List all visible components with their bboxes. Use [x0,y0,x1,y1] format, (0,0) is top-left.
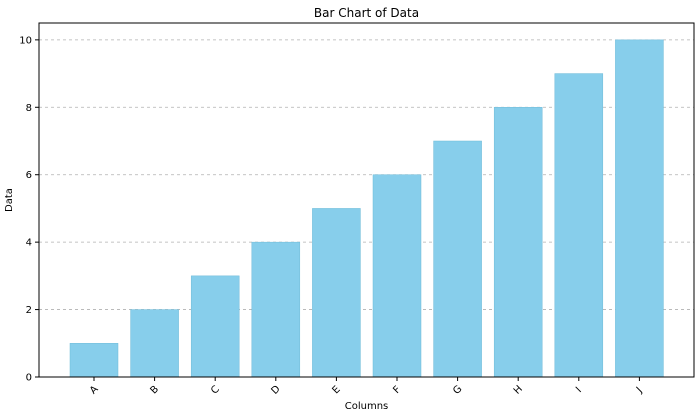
y-tick-label: 8 [26,103,32,114]
bar-c [190,275,240,378]
bars [69,39,664,378]
bar-a [69,343,119,378]
y-tick-label: 4 [26,238,32,249]
x-tick-label: A [88,384,101,397]
y-ticks: 0 2 4 6 8 10 [19,35,39,384]
x-axis-label: Columns [345,401,389,412]
y-tick-label: 2 [26,305,32,316]
x-tick-label: H [512,384,525,397]
bar-i [554,73,604,378]
bar-d [251,241,301,378]
x-tick-label: E [331,384,343,396]
y-axis-label: Data [4,188,15,212]
bar-e [312,208,361,378]
y-tick-label: 10 [19,35,32,46]
x-tick-label: D [269,383,282,396]
bar-b [130,309,179,378]
x-tick-label: G [451,384,464,397]
x-tick-label: J [634,385,645,396]
y-tick-label: 6 [26,170,32,181]
x-tick-label: B [149,384,162,397]
x-tick-label: C [209,384,222,397]
axes [38,22,695,378]
x-tick-label: I [574,385,584,395]
plot-frame [38,22,695,378]
bar-f [372,174,422,378]
y-tick-label: 0 [26,373,32,384]
x-ticks: A B C D E F G H I J [88,377,645,397]
bar-g [433,140,482,378]
bar-j [615,39,664,378]
bar-h [493,107,543,378]
x-tick-label: F [391,384,403,396]
chart-title: Bar Chart of Data [314,6,419,20]
